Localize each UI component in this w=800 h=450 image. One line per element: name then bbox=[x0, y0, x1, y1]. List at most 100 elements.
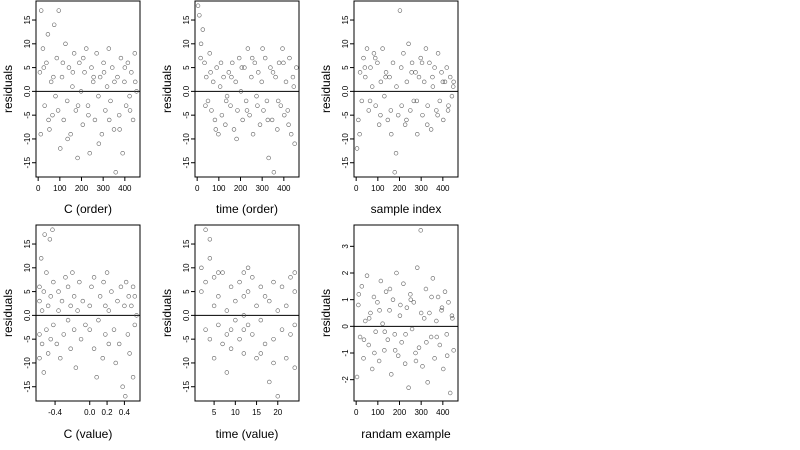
data-point bbox=[75, 308, 80, 313]
data-point bbox=[91, 346, 97, 351]
data-point bbox=[419, 60, 425, 66]
data-point bbox=[221, 74, 226, 80]
data-point bbox=[427, 60, 432, 66]
panel-2: 0 100 200 300 400 -15 -10 -5 0.0 5 10 15 time (order… bbox=[160, 0, 300, 216]
data-point bbox=[361, 356, 366, 361]
data-point bbox=[378, 112, 383, 118]
data-point bbox=[130, 284, 136, 290]
data-point bbox=[59, 74, 65, 80]
data-point bbox=[261, 108, 266, 113]
data-point bbox=[356, 117, 361, 123]
data-point bbox=[264, 98, 270, 104]
data-point bbox=[406, 385, 411, 390]
data-point bbox=[241, 351, 247, 356]
data-point bbox=[392, 332, 397, 337]
data-point bbox=[233, 317, 238, 323]
data-point bbox=[373, 55, 378, 61]
data-point bbox=[288, 275, 293, 280]
data-point bbox=[87, 151, 92, 156]
data-point bbox=[242, 65, 247, 70]
data-point bbox=[284, 355, 289, 361]
data-point bbox=[87, 303, 92, 309]
y-tick-label: 10 bbox=[23, 263, 32, 272]
data-point bbox=[259, 79, 264, 85]
data-point bbox=[235, 108, 240, 113]
data-point bbox=[362, 65, 368, 70]
data-point bbox=[423, 46, 429, 51]
x-tick-label: 100 bbox=[371, 184, 385, 193]
data-point bbox=[357, 70, 363, 75]
data-point bbox=[415, 265, 420, 270]
data-point bbox=[292, 289, 297, 294]
y-tick-label: 10 bbox=[23, 39, 32, 48]
data-point bbox=[258, 317, 263, 323]
data-point bbox=[388, 108, 394, 113]
data-point bbox=[132, 322, 138, 328]
data-point bbox=[286, 122, 291, 127]
plot-frame bbox=[353, 224, 459, 402]
data-point bbox=[392, 348, 398, 353]
data-point bbox=[107, 117, 112, 123]
y-tick-label: 2 bbox=[341, 270, 350, 275]
data-point bbox=[254, 355, 259, 361]
data-point bbox=[442, 79, 448, 85]
data-point bbox=[90, 79, 96, 85]
data-point bbox=[63, 275, 68, 280]
data-point bbox=[283, 79, 289, 85]
data-point bbox=[399, 340, 404, 345]
data-point bbox=[291, 84, 296, 89]
data-point bbox=[71, 327, 77, 332]
x-tick-label: 0 bbox=[354, 408, 359, 417]
x-tick-label: 0 bbox=[354, 184, 359, 193]
data-point bbox=[133, 79, 138, 85]
data-point bbox=[430, 276, 436, 281]
data-point bbox=[37, 298, 42, 304]
data-point bbox=[237, 279, 242, 285]
y-tick-label: 10 bbox=[341, 39, 350, 48]
data-point bbox=[273, 74, 278, 80]
data-point bbox=[212, 117, 218, 123]
data-point bbox=[411, 98, 416, 104]
data-point bbox=[199, 265, 204, 271]
data-point bbox=[354, 146, 360, 151]
data-point bbox=[260, 46, 265, 51]
data-point bbox=[372, 350, 377, 356]
data-point bbox=[413, 70, 418, 75]
data-point bbox=[254, 93, 259, 99]
data-point bbox=[71, 294, 77, 299]
data-point bbox=[104, 84, 110, 89]
data-point bbox=[429, 294, 434, 300]
data-point bbox=[408, 292, 413, 297]
data-point bbox=[387, 286, 393, 292]
data-point bbox=[216, 322, 221, 328]
data-point bbox=[387, 308, 392, 313]
data-point bbox=[108, 98, 113, 104]
data-point bbox=[370, 366, 375, 372]
data-point bbox=[101, 70, 107, 75]
data-point bbox=[78, 89, 84, 94]
data-point bbox=[420, 112, 425, 118]
data-point bbox=[284, 303, 289, 309]
data-point bbox=[231, 127, 237, 132]
x-tick-label: 300 bbox=[255, 184, 269, 193]
data-point bbox=[425, 103, 430, 108]
data-point bbox=[101, 60, 106, 66]
y-tick-label: 5 bbox=[23, 65, 32, 70]
data-point bbox=[51, 279, 56, 285]
data-point bbox=[77, 60, 82, 66]
data-point bbox=[409, 70, 414, 75]
data-point bbox=[220, 341, 225, 347]
data-point bbox=[267, 379, 272, 385]
data-point bbox=[383, 74, 388, 80]
data-point bbox=[44, 270, 49, 275]
data-point bbox=[200, 27, 206, 32]
data-point bbox=[82, 70, 87, 75]
data-point bbox=[385, 337, 390, 342]
data-point bbox=[207, 336, 213, 342]
y-tick-label: 10 bbox=[182, 263, 191, 272]
data-point bbox=[58, 146, 63, 151]
data-point bbox=[250, 131, 256, 137]
x-tick-label: -0.4 bbox=[48, 408, 62, 417]
data-point bbox=[408, 297, 413, 302]
data-point bbox=[399, 65, 404, 70]
